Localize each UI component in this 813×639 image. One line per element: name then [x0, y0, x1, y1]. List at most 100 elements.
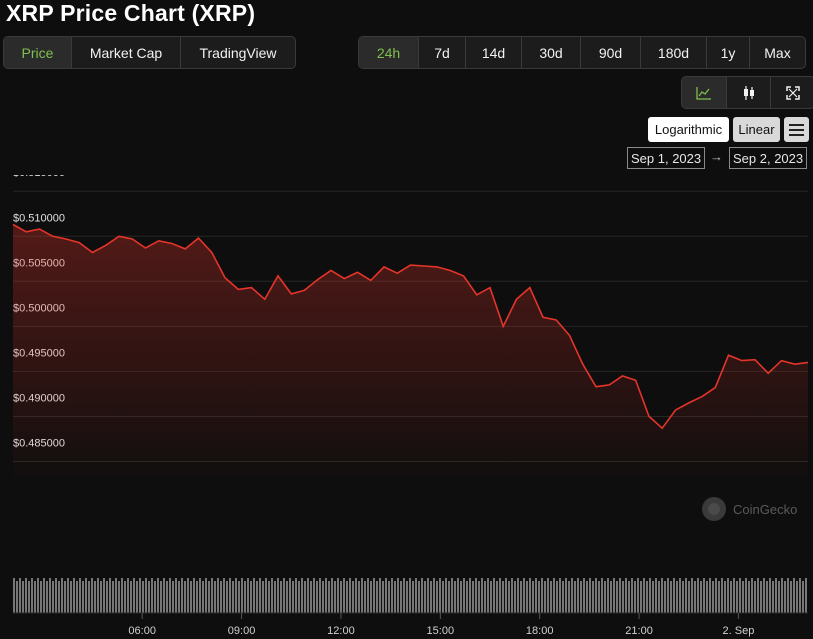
volume-bar: [115, 578, 117, 613]
volume-bar: [601, 578, 603, 613]
volume-bar: [727, 578, 729, 613]
volume-bar: [433, 578, 435, 613]
volume-bar: [217, 578, 219, 613]
volume-bar: [337, 578, 339, 613]
volume-bar: [130, 581, 132, 613]
volume-bar: [514, 581, 516, 613]
volume-bar: [280, 581, 282, 613]
volume-bar: [13, 578, 15, 613]
volume-bars: [13, 578, 807, 613]
fullscreen-button[interactable]: [770, 77, 813, 108]
volume-bar: [61, 578, 63, 613]
volume-bar: [103, 578, 105, 613]
range-max[interactable]: Max: [749, 37, 805, 68]
range-14d[interactable]: 14d: [465, 37, 521, 68]
candlestick-button[interactable]: [726, 77, 770, 108]
x-axis: 06:00 09:00 12:00 15:00 18:00 21:00 2. Sep: [128, 613, 754, 637]
volume-bar: [172, 581, 174, 613]
volume-bar: [64, 581, 66, 613]
volume-bar: [169, 578, 171, 613]
tab-market-cap[interactable]: Market Cap: [71, 37, 180, 68]
volume-bar: [424, 581, 426, 613]
linear-button[interactable]: Linear: [733, 117, 780, 142]
range-1y[interactable]: 1y: [706, 37, 749, 68]
date-to-input[interactable]: Sep 2, 2023: [729, 147, 808, 169]
volume-bar: [466, 581, 468, 613]
chart-type-toolbar: [681, 76, 813, 109]
volume-bar: [91, 578, 93, 613]
volume-bar: [310, 581, 312, 613]
volume-bar: [757, 578, 759, 613]
volume-bar: [295, 578, 297, 613]
volume-bar: [133, 578, 135, 613]
volume-bar: [799, 578, 801, 613]
volume-bar: [226, 581, 228, 613]
volume-bar: [673, 578, 675, 613]
volume-bar: [796, 581, 798, 613]
volume-bar: [283, 578, 285, 613]
volume-bar: [199, 578, 201, 613]
volume-bar: [412, 581, 414, 613]
volume-bar: [184, 581, 186, 613]
volume-bar: [718, 581, 720, 613]
range-180d[interactable]: 180d: [640, 37, 706, 68]
volume-bar: [346, 581, 348, 613]
volume-bar: [94, 581, 96, 613]
volume-bar: [655, 578, 657, 613]
volume-bar: [343, 578, 345, 613]
volume-bar: [229, 578, 231, 613]
volume-bar: [85, 578, 87, 613]
price-line: [12, 223, 809, 430]
tab-tradingview[interactable]: TradingView: [180, 37, 295, 68]
volume-bar: [532, 581, 534, 613]
volume-bar: [112, 581, 114, 613]
range-7d[interactable]: 7d: [418, 37, 465, 68]
candlestick-icon: [743, 85, 754, 100]
volume-bar: [202, 581, 204, 613]
volume-bar: [241, 578, 243, 613]
volume-bar: [436, 581, 438, 613]
range-30d[interactable]: 30d: [521, 37, 580, 68]
volume-bar: [592, 581, 594, 613]
chart-menu-button[interactable]: [784, 117, 809, 142]
x-tick-label: 21:00: [625, 625, 653, 637]
volume-bar: [622, 581, 624, 613]
x-tick-label: 12:00: [327, 625, 355, 637]
price-chart[interactable]: $0.515000$0.510000$0.505000$0.500000$0.4…: [0, 175, 813, 639]
volume-bar: [793, 578, 795, 613]
volume-bar: [268, 581, 270, 613]
volume-bar: [445, 578, 447, 613]
range-24h[interactable]: 24h: [359, 37, 418, 68]
range-90d[interactable]: 90d: [580, 37, 640, 68]
volume-bar: [373, 578, 375, 613]
volume-bar: [139, 578, 141, 613]
volume-bar: [409, 578, 411, 613]
date-from-input[interactable]: Sep 1, 2023: [627, 147, 706, 169]
volume-bar: [745, 578, 747, 613]
line-chart-icon: [696, 86, 711, 100]
volume-bar: [652, 581, 654, 613]
volume-bar: [358, 581, 360, 613]
volume-bar: [460, 581, 462, 613]
volume-bar: [679, 578, 681, 613]
volume-bar: [742, 581, 744, 613]
volume-bar: [127, 578, 129, 613]
volume-bar: [253, 578, 255, 613]
volume-bar: [193, 578, 195, 613]
volume-bar: [388, 581, 390, 613]
volume-bar: [316, 581, 318, 613]
volume-bar: [247, 578, 249, 613]
logarithmic-button[interactable]: Logarithmic: [648, 117, 729, 142]
tab-price[interactable]: Price: [4, 37, 71, 68]
line-chart-button[interactable]: [682, 77, 726, 108]
volume-bar: [736, 581, 738, 613]
volume-bar: [781, 578, 783, 613]
volume-bar: [574, 581, 576, 613]
view-tabs: Price Market Cap TradingView: [3, 36, 296, 69]
volume-bar: [697, 578, 699, 613]
volume-bar: [154, 581, 156, 613]
volume-bar: [628, 581, 630, 613]
volume-bar: [223, 578, 225, 613]
volume-bar: [292, 581, 294, 613]
volume-bar: [328, 581, 330, 613]
